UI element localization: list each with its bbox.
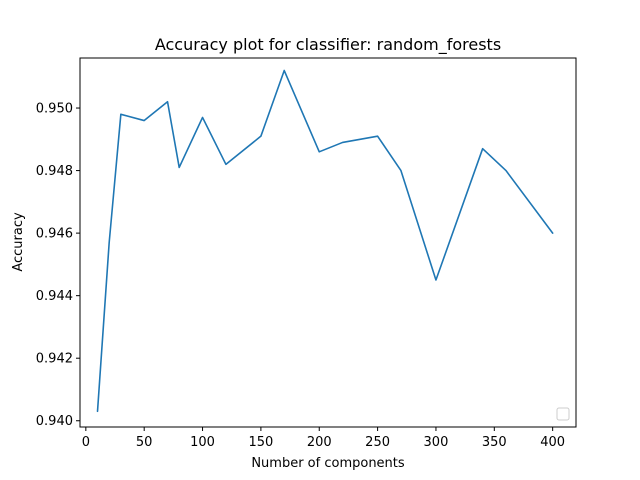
x-tick-label: 100 [190,435,215,450]
x-tick-label: 50 [136,435,153,450]
legend-box [556,407,570,421]
y-axis-label: Accuracy [11,212,26,272]
x-tick-label: 400 [540,435,565,450]
x-tick-label: 0 [82,435,90,450]
y-tick-label: 0.950 [36,102,73,117]
plot-area: 0 50 100 150 200 250 300 350 400 0.940 0.942 0.944… [36,57,577,450]
x-axis-label: Number of components [251,456,405,471]
y-tick-label: 0.948 [36,164,73,179]
chart-title: Accuracy plot for classifier: random_for… [155,35,501,55]
x-tick-label: 150 [248,435,273,450]
axes-frame [79,57,577,428]
y-tick-label: 0.942 [36,352,73,367]
series-group [96,69,554,413]
accuracy-series-line [96,69,554,413]
x-tick-label: 300 [424,435,449,450]
y-axis-ticks: 0.940 0.942 0.944 0.946 0.948 0.950 [36,102,80,429]
x-tick-label: 200 [307,435,332,450]
y-tick-label: 0.946 [36,227,73,242]
x-tick-label: 250 [365,435,390,450]
x-axis-ticks: 0 50 100 150 200 250 300 350 400 [82,427,565,450]
y-tick-label: 0.940 [36,414,73,429]
y-tick-label: 0.944 [36,289,73,304]
x-tick-label: 350 [482,435,507,450]
